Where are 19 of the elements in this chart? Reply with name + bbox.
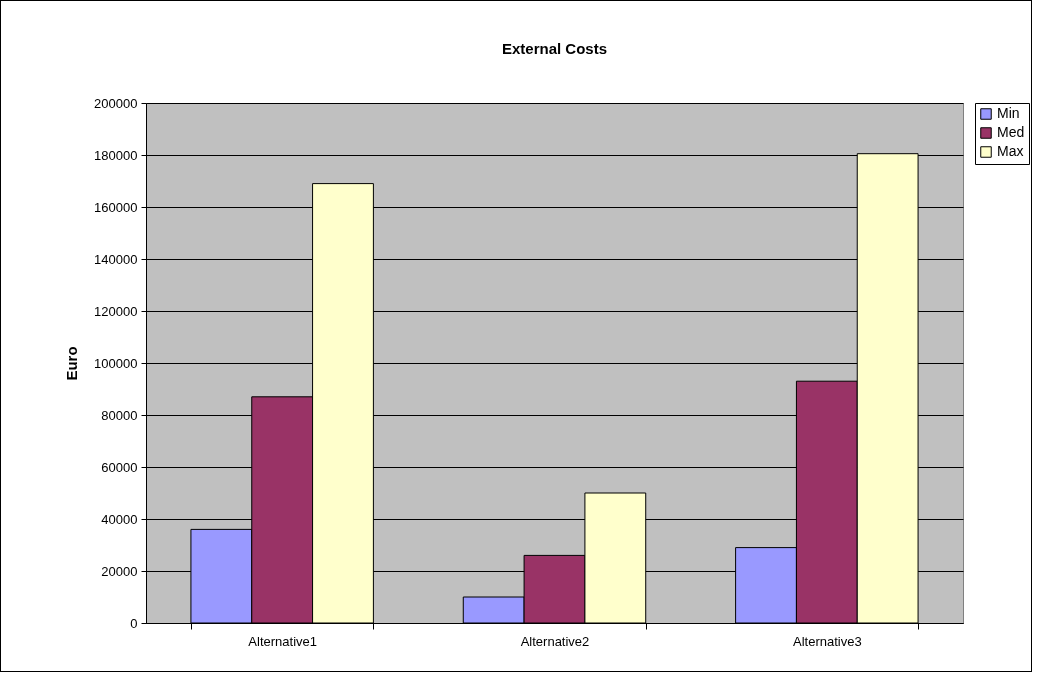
y-axis-title: Euro <box>63 346 81 381</box>
y-tick-label: 20000 <box>101 563 138 579</box>
x-tick-label: Alternative1 <box>248 633 317 649</box>
y-tick-label: 180000 <box>94 147 138 163</box>
y-tick-label: 200000 <box>94 95 138 111</box>
y-tick-label: 120000 <box>94 303 138 319</box>
y-tick-label: 100000 <box>94 355 138 371</box>
y-tick-label: 40000 <box>101 511 138 527</box>
y-tick-label: 160000 <box>94 199 138 215</box>
y-tick-label: 140000 <box>94 251 138 267</box>
legend-label: Min <box>997 105 1020 121</box>
legend-label: Max <box>997 143 1024 159</box>
chart-title: External Costs <box>501 40 608 57</box>
y-tick-label: 80000 <box>101 407 138 423</box>
legend-label: Med <box>997 124 1025 140</box>
y-tick-label: 60000 <box>101 459 138 475</box>
x-tick-label: Alternative2 <box>520 633 590 649</box>
x-tick-label: Alternative3 <box>793 633 862 649</box>
y-tick-label: 0 <box>130 615 138 631</box>
